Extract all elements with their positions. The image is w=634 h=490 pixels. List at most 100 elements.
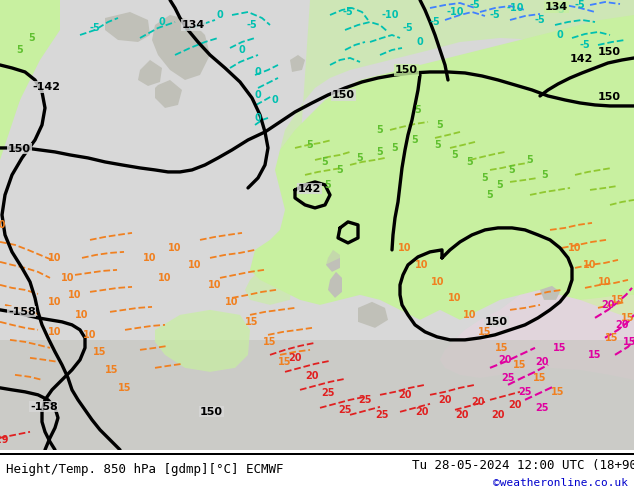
Text: 20: 20 (615, 320, 629, 330)
Text: 0: 0 (158, 17, 165, 27)
Text: 10: 10 (158, 273, 172, 283)
Polygon shape (335, 125, 490, 258)
Text: 0: 0 (271, 95, 278, 105)
Text: 0: 0 (255, 67, 261, 77)
Text: 20: 20 (438, 395, 452, 405)
Polygon shape (138, 60, 162, 86)
Text: 150: 150 (485, 317, 508, 327)
Text: 5: 5 (337, 165, 344, 175)
Polygon shape (440, 290, 634, 380)
Polygon shape (250, 0, 634, 320)
Bar (0, 453, 634, 455)
Text: 5: 5 (496, 180, 503, 190)
Text: 5: 5 (377, 147, 384, 157)
Text: 25: 25 (518, 387, 532, 397)
Text: 0: 0 (238, 45, 245, 55)
Text: 20: 20 (415, 407, 429, 417)
Text: 20: 20 (288, 353, 302, 363)
Text: -5: -5 (574, 0, 585, 10)
Text: 10: 10 (431, 277, 444, 287)
Text: 150: 150 (395, 65, 418, 75)
Polygon shape (328, 272, 342, 298)
Text: -29: -29 (0, 435, 9, 445)
Text: 25: 25 (358, 395, 372, 405)
Text: 25: 25 (321, 388, 335, 398)
Text: 0: 0 (417, 37, 424, 47)
Text: 5: 5 (435, 140, 441, 150)
Text: 15: 15 (514, 360, 527, 370)
Text: 20: 20 (305, 371, 319, 381)
Polygon shape (518, 130, 634, 300)
Text: 5: 5 (467, 157, 474, 167)
Text: 15: 15 (245, 317, 259, 327)
Text: 10: 10 (448, 293, 462, 303)
Polygon shape (326, 250, 340, 272)
Text: 5: 5 (437, 120, 443, 130)
Text: 5: 5 (541, 170, 548, 180)
Polygon shape (540, 286, 560, 300)
Text: 15: 15 (551, 387, 565, 397)
Text: ©weatheronline.co.uk: ©weatheronline.co.uk (493, 478, 628, 488)
Text: 5: 5 (508, 165, 515, 175)
Polygon shape (290, 55, 305, 72)
Text: 10: 10 (68, 290, 82, 300)
Polygon shape (245, 0, 634, 305)
Text: -158: -158 (8, 307, 36, 317)
Text: 15: 15 (278, 357, 292, 367)
Text: 15: 15 (119, 383, 132, 393)
Text: 150: 150 (598, 47, 621, 57)
Text: 15: 15 (263, 337, 277, 347)
Text: 5: 5 (411, 135, 418, 145)
Text: 15: 15 (611, 295, 624, 305)
Text: 5: 5 (29, 33, 36, 43)
Text: Height/Temp. 850 hPa [gdmp][°C] ECMWF: Height/Temp. 850 hPa [gdmp][°C] ECMWF (6, 464, 284, 476)
Polygon shape (440, 65, 634, 255)
Text: -10: -10 (446, 7, 463, 17)
Text: 134: 134 (182, 20, 205, 30)
Text: 15: 15 (495, 343, 508, 353)
Text: 142: 142 (570, 54, 593, 64)
Text: -5: -5 (430, 17, 441, 27)
Bar (0, 340, 634, 450)
Text: 5: 5 (16, 45, 23, 55)
Text: 5: 5 (451, 150, 458, 160)
Text: 5: 5 (392, 143, 398, 153)
Text: 5: 5 (307, 140, 313, 150)
Text: 20: 20 (498, 355, 512, 365)
Text: 5: 5 (527, 155, 533, 165)
Text: 0: 0 (217, 10, 223, 20)
Text: 5: 5 (325, 180, 332, 190)
Text: -10: -10 (507, 3, 524, 13)
Polygon shape (0, 0, 30, 160)
Text: 15: 15 (553, 343, 567, 353)
Text: 15: 15 (605, 333, 619, 343)
Text: 5: 5 (482, 173, 488, 183)
Text: 15: 15 (588, 350, 602, 360)
Text: 15: 15 (623, 337, 634, 347)
Polygon shape (155, 80, 182, 108)
Text: 20: 20 (471, 397, 485, 407)
Text: 10: 10 (598, 277, 612, 287)
Text: 150: 150 (598, 92, 621, 102)
Text: 5: 5 (415, 105, 422, 115)
Text: 20: 20 (491, 410, 505, 420)
Text: -5: -5 (555, 5, 566, 15)
Text: -142: -142 (32, 82, 60, 92)
Text: 5: 5 (321, 157, 328, 167)
Text: 134: 134 (545, 2, 568, 12)
Text: 25: 25 (535, 403, 549, 413)
Text: -158: -158 (30, 402, 58, 412)
Text: -5: -5 (247, 20, 257, 30)
Text: 15: 15 (105, 365, 119, 375)
Text: 10: 10 (75, 310, 89, 320)
Text: 150: 150 (332, 90, 355, 100)
Text: -10: -10 (381, 10, 399, 20)
Text: 20: 20 (398, 390, 411, 400)
Text: 150: 150 (200, 407, 223, 417)
Text: 10: 10 (48, 327, 61, 337)
Text: 15: 15 (93, 347, 107, 357)
Text: 5: 5 (377, 125, 384, 135)
Text: 25: 25 (375, 410, 389, 420)
Text: 15: 15 (621, 313, 634, 323)
Text: 15: 15 (533, 373, 547, 383)
